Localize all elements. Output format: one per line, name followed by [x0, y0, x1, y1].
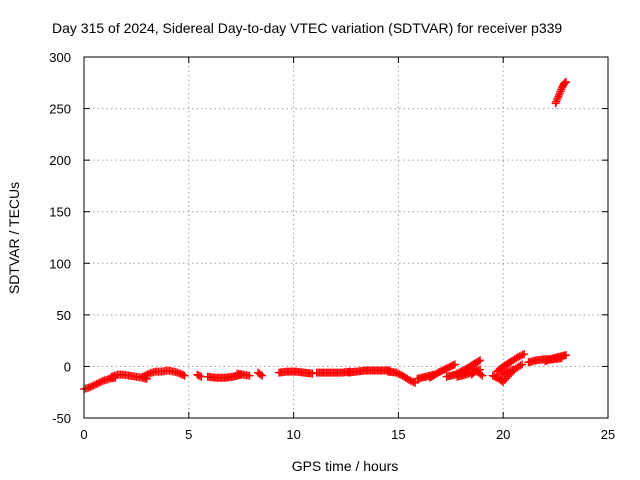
chart-title: Day 315 of 2024, Sidereal Day-to-day VTE… [52, 20, 562, 36]
data-point [308, 369, 317, 378]
data-point [562, 77, 571, 86]
y-tick-label: 200 [49, 153, 71, 168]
data-point [518, 360, 527, 369]
data-point [520, 350, 529, 359]
data-point [555, 89, 564, 98]
data-point [476, 370, 485, 379]
data-point [555, 90, 564, 99]
data-point [478, 371, 487, 380]
data-point [258, 371, 267, 380]
x-tick-label: 0 [80, 427, 87, 442]
data-point [180, 371, 189, 380]
data-point [474, 357, 483, 366]
grid-lines [84, 57, 608, 418]
y-axis-label: SDTVAR / TECUs [6, 182, 22, 294]
data-point [556, 87, 565, 96]
x-tick-label: 15 [391, 427, 405, 442]
y-tick-label: 100 [49, 256, 71, 271]
data-point [509, 365, 518, 374]
data-point [554, 92, 563, 101]
data-point [449, 361, 458, 370]
data-point [552, 97, 561, 106]
data-point [562, 351, 571, 360]
data-point [476, 356, 485, 365]
data-point [409, 378, 418, 387]
data-point [560, 79, 569, 88]
data-point [450, 360, 459, 369]
y-tick-label: 0 [64, 359, 71, 374]
data-point [518, 350, 527, 359]
data-point [195, 372, 204, 381]
y-tick-label: 50 [57, 308, 71, 323]
y-tick-label: 250 [49, 102, 71, 117]
data-point [411, 378, 420, 387]
plot-frame [83, 56, 609, 419]
data-point [551, 99, 560, 108]
y-tick-label: 300 [49, 50, 71, 65]
data-points [80, 77, 571, 394]
x-tick-label: 25 [601, 427, 615, 442]
data-point [553, 94, 562, 103]
data-point [552, 95, 561, 104]
data-point [516, 361, 525, 370]
x-tick-label: 10 [286, 427, 300, 442]
x-tick-label: 5 [185, 427, 192, 442]
data-point [179, 371, 188, 380]
data-point [561, 78, 570, 87]
data-point [256, 370, 265, 379]
x-tick-label: 20 [496, 427, 510, 442]
axis-ticks [83, 56, 609, 419]
tick-labels: 0 5 10 15 20 25 -50 0 50 100 150 200 250 300 [49, 50, 615, 442]
y-tick-label: 150 [49, 205, 71, 220]
data-point [245, 371, 254, 380]
x-axis-label: GPS time / hours [292, 458, 399, 474]
y-tick-label: -50 [52, 411, 71, 426]
